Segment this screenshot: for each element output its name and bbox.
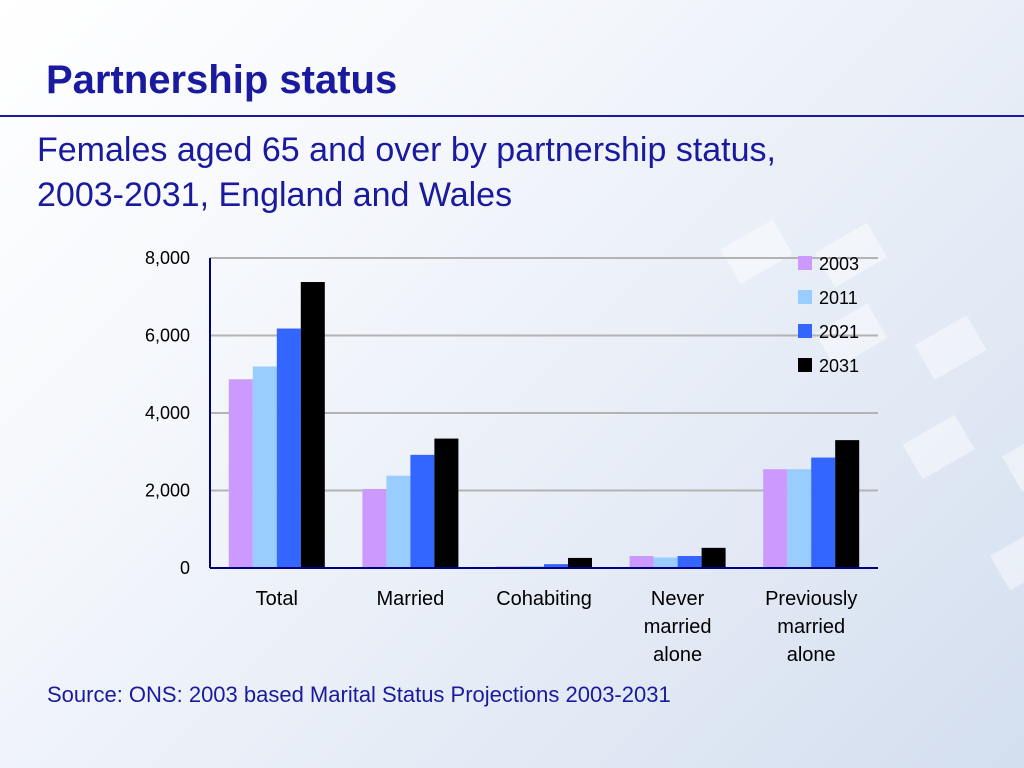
legend-label-2003: 2003 bbox=[819, 254, 859, 274]
legend: 2003 2011 2021 2031 bbox=[798, 254, 859, 376]
x-axis-labels: Total Married Cohabiting Never married alone P… bbox=[256, 588, 858, 666]
y-tick-label: 0 bbox=[180, 558, 190, 578]
bar-2003 bbox=[629, 555, 654, 568]
y-tick-label: 2,000 bbox=[145, 481, 190, 501]
bar-2011 bbox=[252, 366, 277, 568]
bar-2021 bbox=[544, 564, 568, 568]
bar-2021 bbox=[276, 328, 301, 568]
bar-2011 bbox=[386, 475, 411, 568]
y-axis-labels: 0 2,000 4,000 6,000 8,000 bbox=[145, 248, 190, 578]
chart-heading-line-1: Females aged 65 and over by partnership … bbox=[37, 131, 776, 169]
x-category-label: Cohabiting bbox=[496, 588, 592, 610]
legend-swatch-2021 bbox=[798, 324, 812, 338]
bar-2021 bbox=[677, 555, 702, 568]
legend-label-2031: 2031 bbox=[819, 356, 859, 376]
x-category-label: Married bbox=[377, 588, 445, 610]
bar-2031 bbox=[434, 438, 459, 568]
source-note: Source: ONS: 2003 based Marital Status P… bbox=[47, 682, 671, 707]
slide-title: Partnership status bbox=[46, 58, 398, 102]
x-category-label: Previously married alone bbox=[765, 588, 857, 666]
bar-2031 bbox=[835, 440, 860, 568]
legend-label-2021: 2021 bbox=[819, 322, 859, 342]
legend-swatch-2003 bbox=[798, 256, 812, 270]
y-tick-label: 4,000 bbox=[145, 403, 190, 423]
bars bbox=[228, 282, 860, 568]
bar-2003 bbox=[362, 488, 387, 568]
bar-2031 bbox=[701, 547, 726, 568]
y-tick-label: 8,000 bbox=[145, 248, 190, 268]
bar-2011 bbox=[787, 469, 812, 568]
title-divider bbox=[0, 115, 1024, 117]
y-tick-label: 6,000 bbox=[145, 326, 190, 346]
bar-2003 bbox=[763, 469, 788, 568]
x-category-label: Total bbox=[256, 588, 298, 610]
bar-2011 bbox=[653, 557, 678, 568]
bar-2003 bbox=[228, 379, 253, 568]
bar-2031 bbox=[568, 557, 592, 568]
axes bbox=[209, 258, 878, 569]
chart-heading-line-2: 2003-2031, England and Wales bbox=[37, 176, 513, 214]
bar-2031 bbox=[300, 282, 325, 568]
x-category-label: Never married alone bbox=[644, 588, 712, 666]
legend-label-2011: 2011 bbox=[819, 288, 858, 308]
bar-2021 bbox=[811, 457, 836, 568]
chart-heading: Females aged 65 and over by partnership … bbox=[37, 128, 997, 218]
legend-swatch-2011 bbox=[798, 290, 812, 304]
legend-swatch-2031 bbox=[798, 358, 812, 372]
bar-2021 bbox=[410, 454, 435, 568]
